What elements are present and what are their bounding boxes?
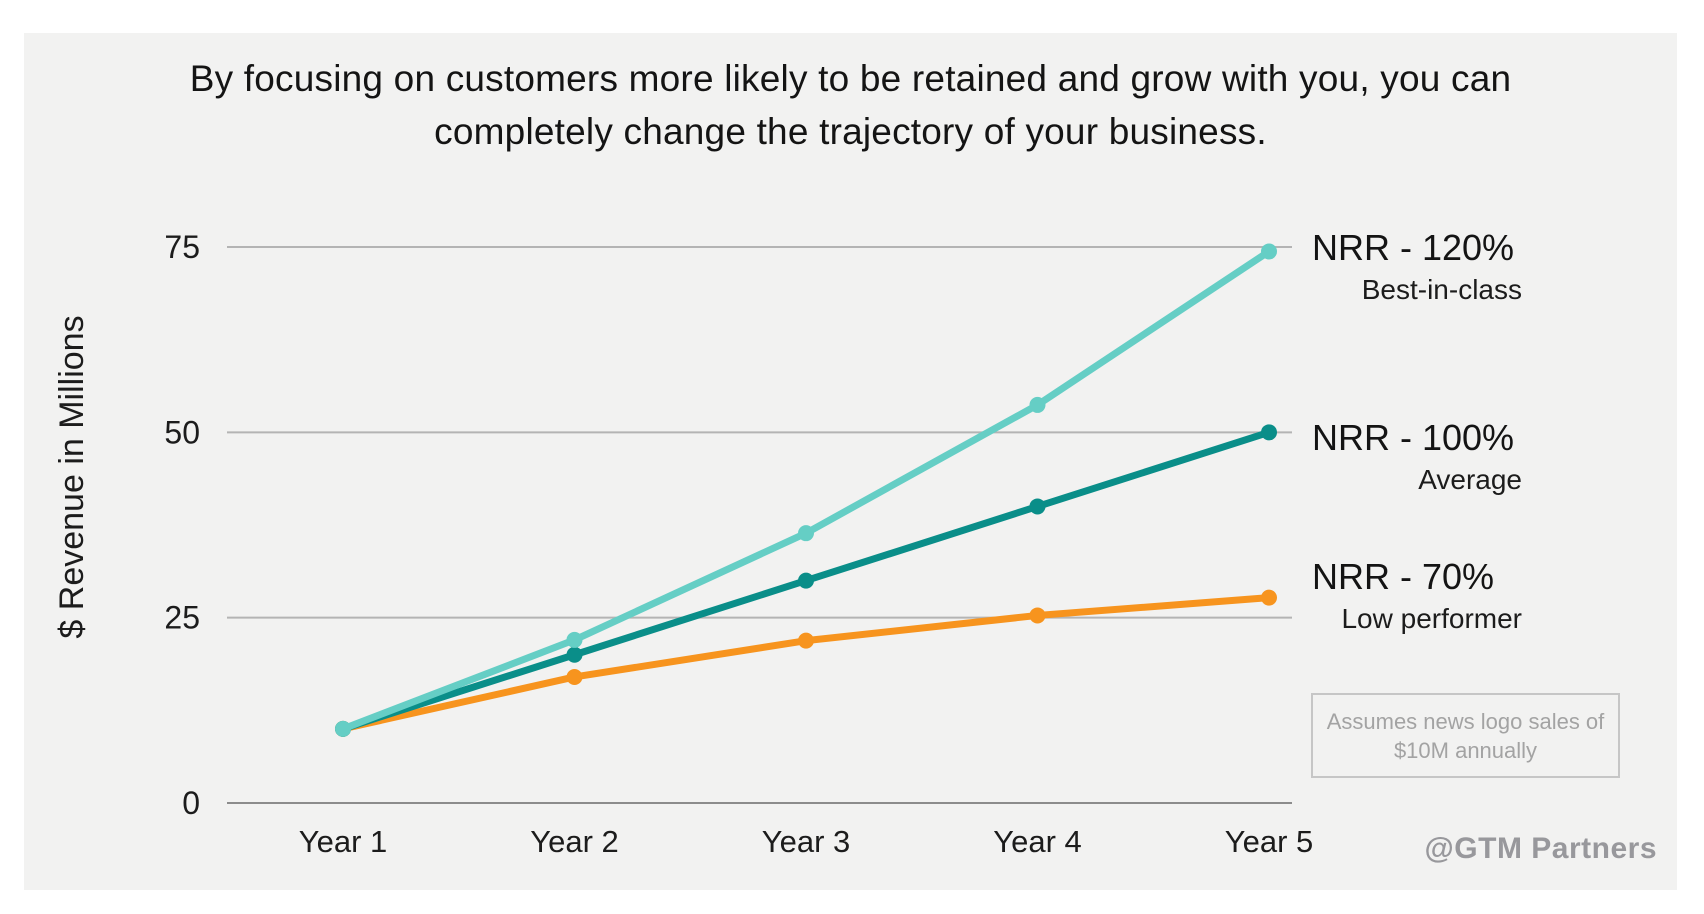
legend-sublabel-nrr-70: Low performer (1341, 603, 1522, 634)
data-point-nrr-100-year-3 (798, 572, 814, 589)
legend-label-nrr-100: NRR - 100% (1312, 417, 1515, 458)
chart-panel (24, 33, 1677, 890)
x-tick-label-4: Year 4 (993, 824, 1082, 859)
y-tick-label-75: 75 (164, 229, 200, 265)
data-point-nrr-70-year-2 (566, 668, 583, 685)
assumption-note-line-1: Assumes news logo sales of (1326, 708, 1605, 734)
legend-label-nrr-120: NRR - 120% (1312, 227, 1515, 268)
data-point-nrr-70-year-3 (798, 632, 814, 649)
x-tick-label-1: Year 1 (299, 824, 388, 859)
x-tick-label-2: Year 2 (530, 824, 619, 859)
series-line-nrr-120 (339, 247, 1273, 733)
legend-sublabel-nrr-120: Best-in-class (1361, 274, 1522, 305)
data-point-nrr-120-year-3 (798, 525, 814, 542)
x-tick-label-5: Year 5 (1225, 824, 1314, 859)
x-tick-label-3: Year 3 (762, 824, 851, 859)
y-tick-label-0: 0 (182, 785, 200, 821)
data-point-nrr-100-year-2 (566, 646, 583, 663)
y-axis-title: $ Revenue in Millions (53, 315, 91, 638)
data-point-nrr-120-year-4 (1029, 396, 1046, 413)
data-point-nrr-100-year-5 (1261, 424, 1277, 441)
data-point-nrr-70-year-4 (1029, 607, 1046, 624)
assumption-note-line-2: $10M annually (1393, 737, 1538, 763)
data-point-nrr-120-year-2 (566, 631, 583, 648)
chart-title-line-2: completely change the trajectory of your… (434, 111, 1267, 152)
assumption-note-box: Assumes news logo sales of $10M annually (1311, 693, 1620, 778)
legend-row-nrr-100: NRR - 100% Average (1312, 416, 1522, 500)
y-tick-label-50: 50 (164, 414, 200, 450)
legend-row-nrr-120: NRR - 120% Best-in-class (1312, 226, 1522, 310)
chart-title: By focusing on customers more likely to … (24, 52, 1677, 158)
data-point-nrr-120-year-1 (335, 720, 351, 737)
y-tick-label-25: 25 (164, 600, 200, 636)
data-point-nrr-100-year-4 (1029, 498, 1046, 515)
legend-sublabel-nrr-100: Average (1418, 464, 1522, 495)
chart-title-line-1: By focusing on customers more likely to … (189, 58, 1512, 99)
data-point-nrr-120-year-5 (1261, 243, 1277, 260)
legend-label-nrr-70: NRR - 70% (1312, 556, 1495, 597)
legend-row-nrr-70: NRR - 70% Low performer (1312, 555, 1522, 639)
gtm-partners-watermark: @GTM Partners (1424, 832, 1657, 865)
data-point-nrr-70-year-5 (1261, 589, 1277, 606)
